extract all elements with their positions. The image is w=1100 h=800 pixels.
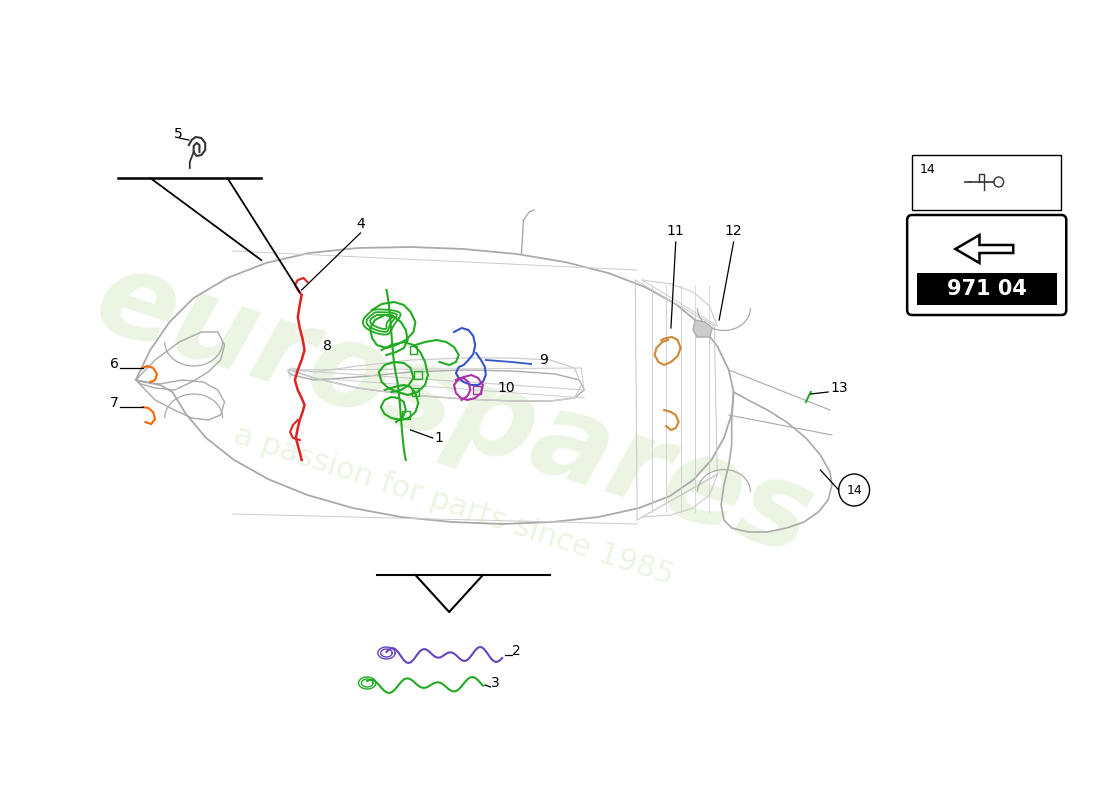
Text: 12: 12 bbox=[725, 224, 742, 238]
Text: 14: 14 bbox=[846, 483, 862, 497]
Polygon shape bbox=[956, 235, 1013, 263]
Bar bbox=[912, 155, 1062, 210]
Text: 4: 4 bbox=[356, 217, 365, 231]
Text: 5: 5 bbox=[175, 127, 183, 141]
Text: 3: 3 bbox=[491, 676, 499, 690]
Text: 2: 2 bbox=[512, 644, 520, 658]
Text: 11: 11 bbox=[667, 224, 684, 238]
Bar bbox=[409, 346, 417, 354]
Bar bbox=[473, 386, 481, 394]
Text: eurospares: eurospares bbox=[81, 240, 826, 580]
Bar bbox=[411, 388, 419, 396]
FancyBboxPatch shape bbox=[908, 215, 1066, 315]
Text: 9: 9 bbox=[539, 353, 548, 367]
Text: 6: 6 bbox=[110, 357, 119, 371]
Text: a passion for parts since 1985: a passion for parts since 1985 bbox=[230, 420, 678, 590]
Text: 10: 10 bbox=[497, 381, 515, 395]
Text: 14: 14 bbox=[920, 163, 935, 176]
Text: 971 04: 971 04 bbox=[947, 279, 1026, 299]
Bar bbox=[916, 273, 1057, 305]
Text: 1: 1 bbox=[434, 431, 443, 445]
Bar bbox=[402, 411, 409, 419]
Bar bbox=[415, 371, 422, 379]
Text: 13: 13 bbox=[830, 381, 848, 395]
Text: 7: 7 bbox=[110, 396, 119, 410]
Text: 8: 8 bbox=[322, 339, 331, 353]
Polygon shape bbox=[693, 320, 713, 337]
